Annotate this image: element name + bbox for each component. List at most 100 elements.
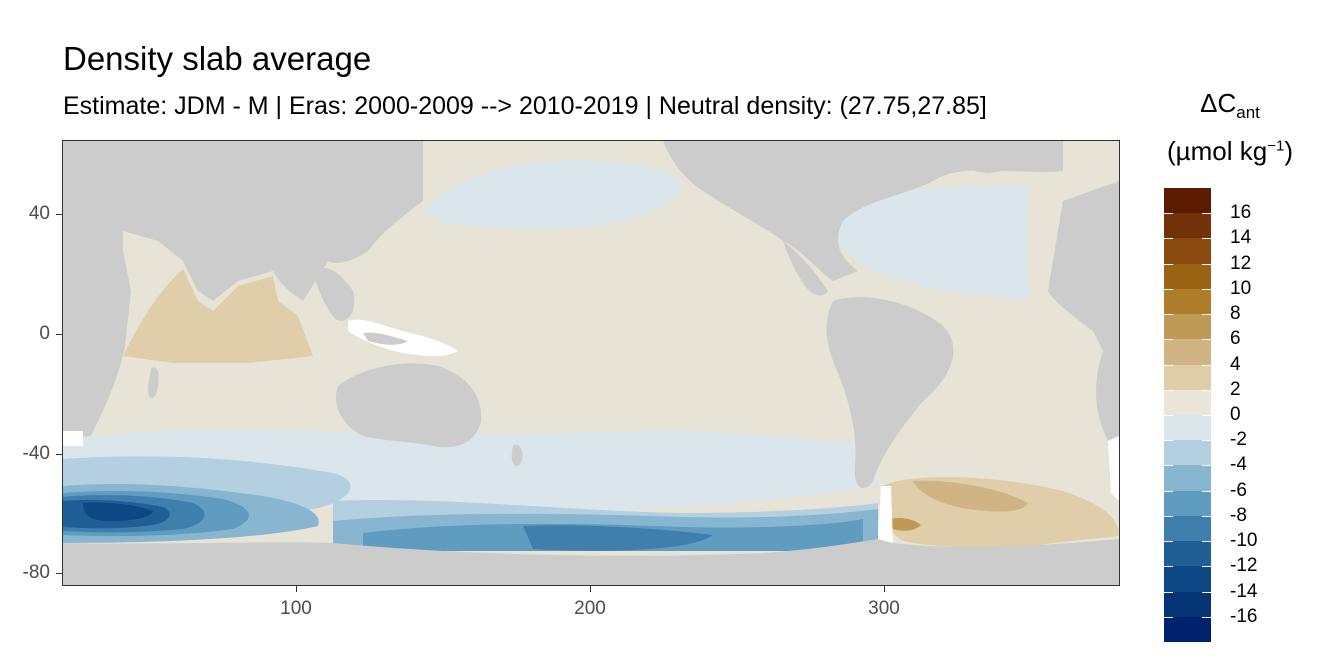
legend-label: 4: [1230, 353, 1241, 375]
legend-label: -6: [1230, 479, 1247, 501]
legend-tick: [1202, 364, 1211, 366]
indonesia-islands-land: [348, 319, 458, 357]
legend-unit: (µmol kg−1): [1150, 136, 1310, 167]
legend-tick: [1164, 415, 1173, 416]
legend-swatch: [1164, 213, 1211, 239]
pacific-sector-blue-3: [523, 525, 713, 551]
indonesia-islands-land-2: [363, 332, 408, 345]
legend-tick: [1202, 288, 1211, 290]
legend-tick: [1202, 440, 1211, 442]
legend-swatch: [1164, 591, 1211, 618]
legend-tick: [1202, 389, 1211, 391]
x-tick-mark: [296, 586, 297, 592]
legend-label: -4: [1230, 454, 1247, 476]
central-america-land: [783, 241, 828, 296]
legend-label: 2: [1230, 378, 1241, 400]
legend-tick: [1202, 213, 1211, 215]
legend-label: -16: [1230, 605, 1258, 627]
legend-swatch: [1164, 616, 1211, 643]
legend-unit-prefix: (µmol kg: [1167, 136, 1268, 166]
map-svg: [63, 141, 1119, 585]
north-atlantic-region: [832, 185, 1028, 301]
x-tick-label: 100: [280, 598, 312, 619]
legend-tick: [1202, 566, 1211, 568]
legend-tick: [1202, 314, 1211, 316]
indian-sector-blue-5: [83, 502, 153, 521]
south-america-land: [826, 297, 954, 489]
legend-label: 10: [1230, 277, 1252, 299]
madagascar-land: [147, 367, 159, 399]
legend-tick: [1164, 566, 1173, 568]
legend-swatch: [1164, 389, 1211, 416]
legend-tick: [1164, 314, 1173, 316]
legend-subscript: ant: [1236, 103, 1260, 123]
legend-swatch: [1164, 515, 1211, 542]
indochina-land: [313, 267, 355, 321]
legend-swatch: [1164, 440, 1211, 466]
legend-colorbar: [1164, 188, 1211, 643]
legend-swatch: [1164, 288, 1211, 315]
indian-ocean-north-region: [123, 269, 313, 363]
legend-tick: [1202, 238, 1211, 240]
legend-title: ΔCant: [1150, 88, 1310, 123]
legend-swatch: [1164, 541, 1211, 567]
legend-unit-suffix: ): [1284, 136, 1293, 166]
legend-tick: [1164, 364, 1173, 366]
legend-tick: [1202, 339, 1211, 341]
africa-land-east: [1048, 181, 1119, 441]
legend-tick: [1202, 515, 1211, 517]
australia-land: [335, 363, 482, 448]
legend-tick: [1164, 238, 1173, 240]
legend-tick: [1202, 616, 1211, 618]
legend-swatch: [1164, 364, 1211, 391]
legend-tick: [1164, 591, 1173, 593]
legend-label: -12: [1230, 555, 1258, 577]
legend-tick: [1164, 263, 1173, 265]
legend-tick: [1164, 515, 1173, 517]
legend-tick: [1202, 541, 1211, 543]
legend-tick: [1164, 541, 1173, 543]
legend-tick: [1164, 213, 1173, 215]
y-tick-label: -80: [22, 562, 50, 583]
legend-tick: [1202, 591, 1211, 593]
africa-land: [63, 141, 131, 439]
legend-swatch: [1164, 566, 1211, 593]
north-america-land: [663, 141, 1063, 281]
legend-label: 0: [1230, 404, 1241, 425]
legend-label: 6: [1230, 328, 1241, 350]
weddell-darker-tan-region: [913, 480, 1028, 512]
chart-title: Density slab average: [63, 40, 372, 77]
x-tick-mark: [884, 586, 885, 592]
legend-tick: [1164, 389, 1173, 391]
shelf-white-3: [878, 486, 893, 543]
legend-tick: [1164, 440, 1173, 442]
legend-tick: [1202, 465, 1211, 467]
legend-tick: [1202, 263, 1211, 265]
antarctica-land: [63, 539, 1119, 585]
legend-label: -14: [1230, 580, 1258, 602]
legend-swatch: [1164, 339, 1211, 366]
legend-label: 16: [1230, 202, 1252, 224]
x-tick-label: 300: [868, 598, 900, 619]
y-tick-mark: [56, 454, 62, 455]
legend-label: -2: [1230, 429, 1247, 451]
legend-swatch: [1164, 465, 1211, 492]
legend-tick: [1202, 490, 1211, 492]
legend-unit-superscript: −1: [1267, 137, 1285, 155]
greenland-land: [933, 141, 1043, 173]
y-tick-label: -40: [22, 443, 50, 464]
y-tick-label: 0: [39, 323, 50, 344]
shelf-white-2: [63, 431, 83, 446]
legend-swatch: [1164, 415, 1211, 441]
legend-tick: [1202, 415, 1211, 416]
eurasia-land: [123, 141, 423, 301]
x-tick-mark: [590, 586, 591, 592]
legend-swatch: [1164, 238, 1211, 265]
y-tick-mark: [56, 214, 62, 215]
legend-label: 14: [1230, 227, 1252, 249]
legend-label: -10: [1230, 530, 1258, 552]
legend-tick: [1164, 465, 1173, 467]
shelf-white-1: [1108, 436, 1119, 501]
chart-subtitle: Estimate: JDM - M | Eras: 2000-2009 --> …: [63, 92, 987, 120]
legend-label: 8: [1230, 303, 1241, 325]
